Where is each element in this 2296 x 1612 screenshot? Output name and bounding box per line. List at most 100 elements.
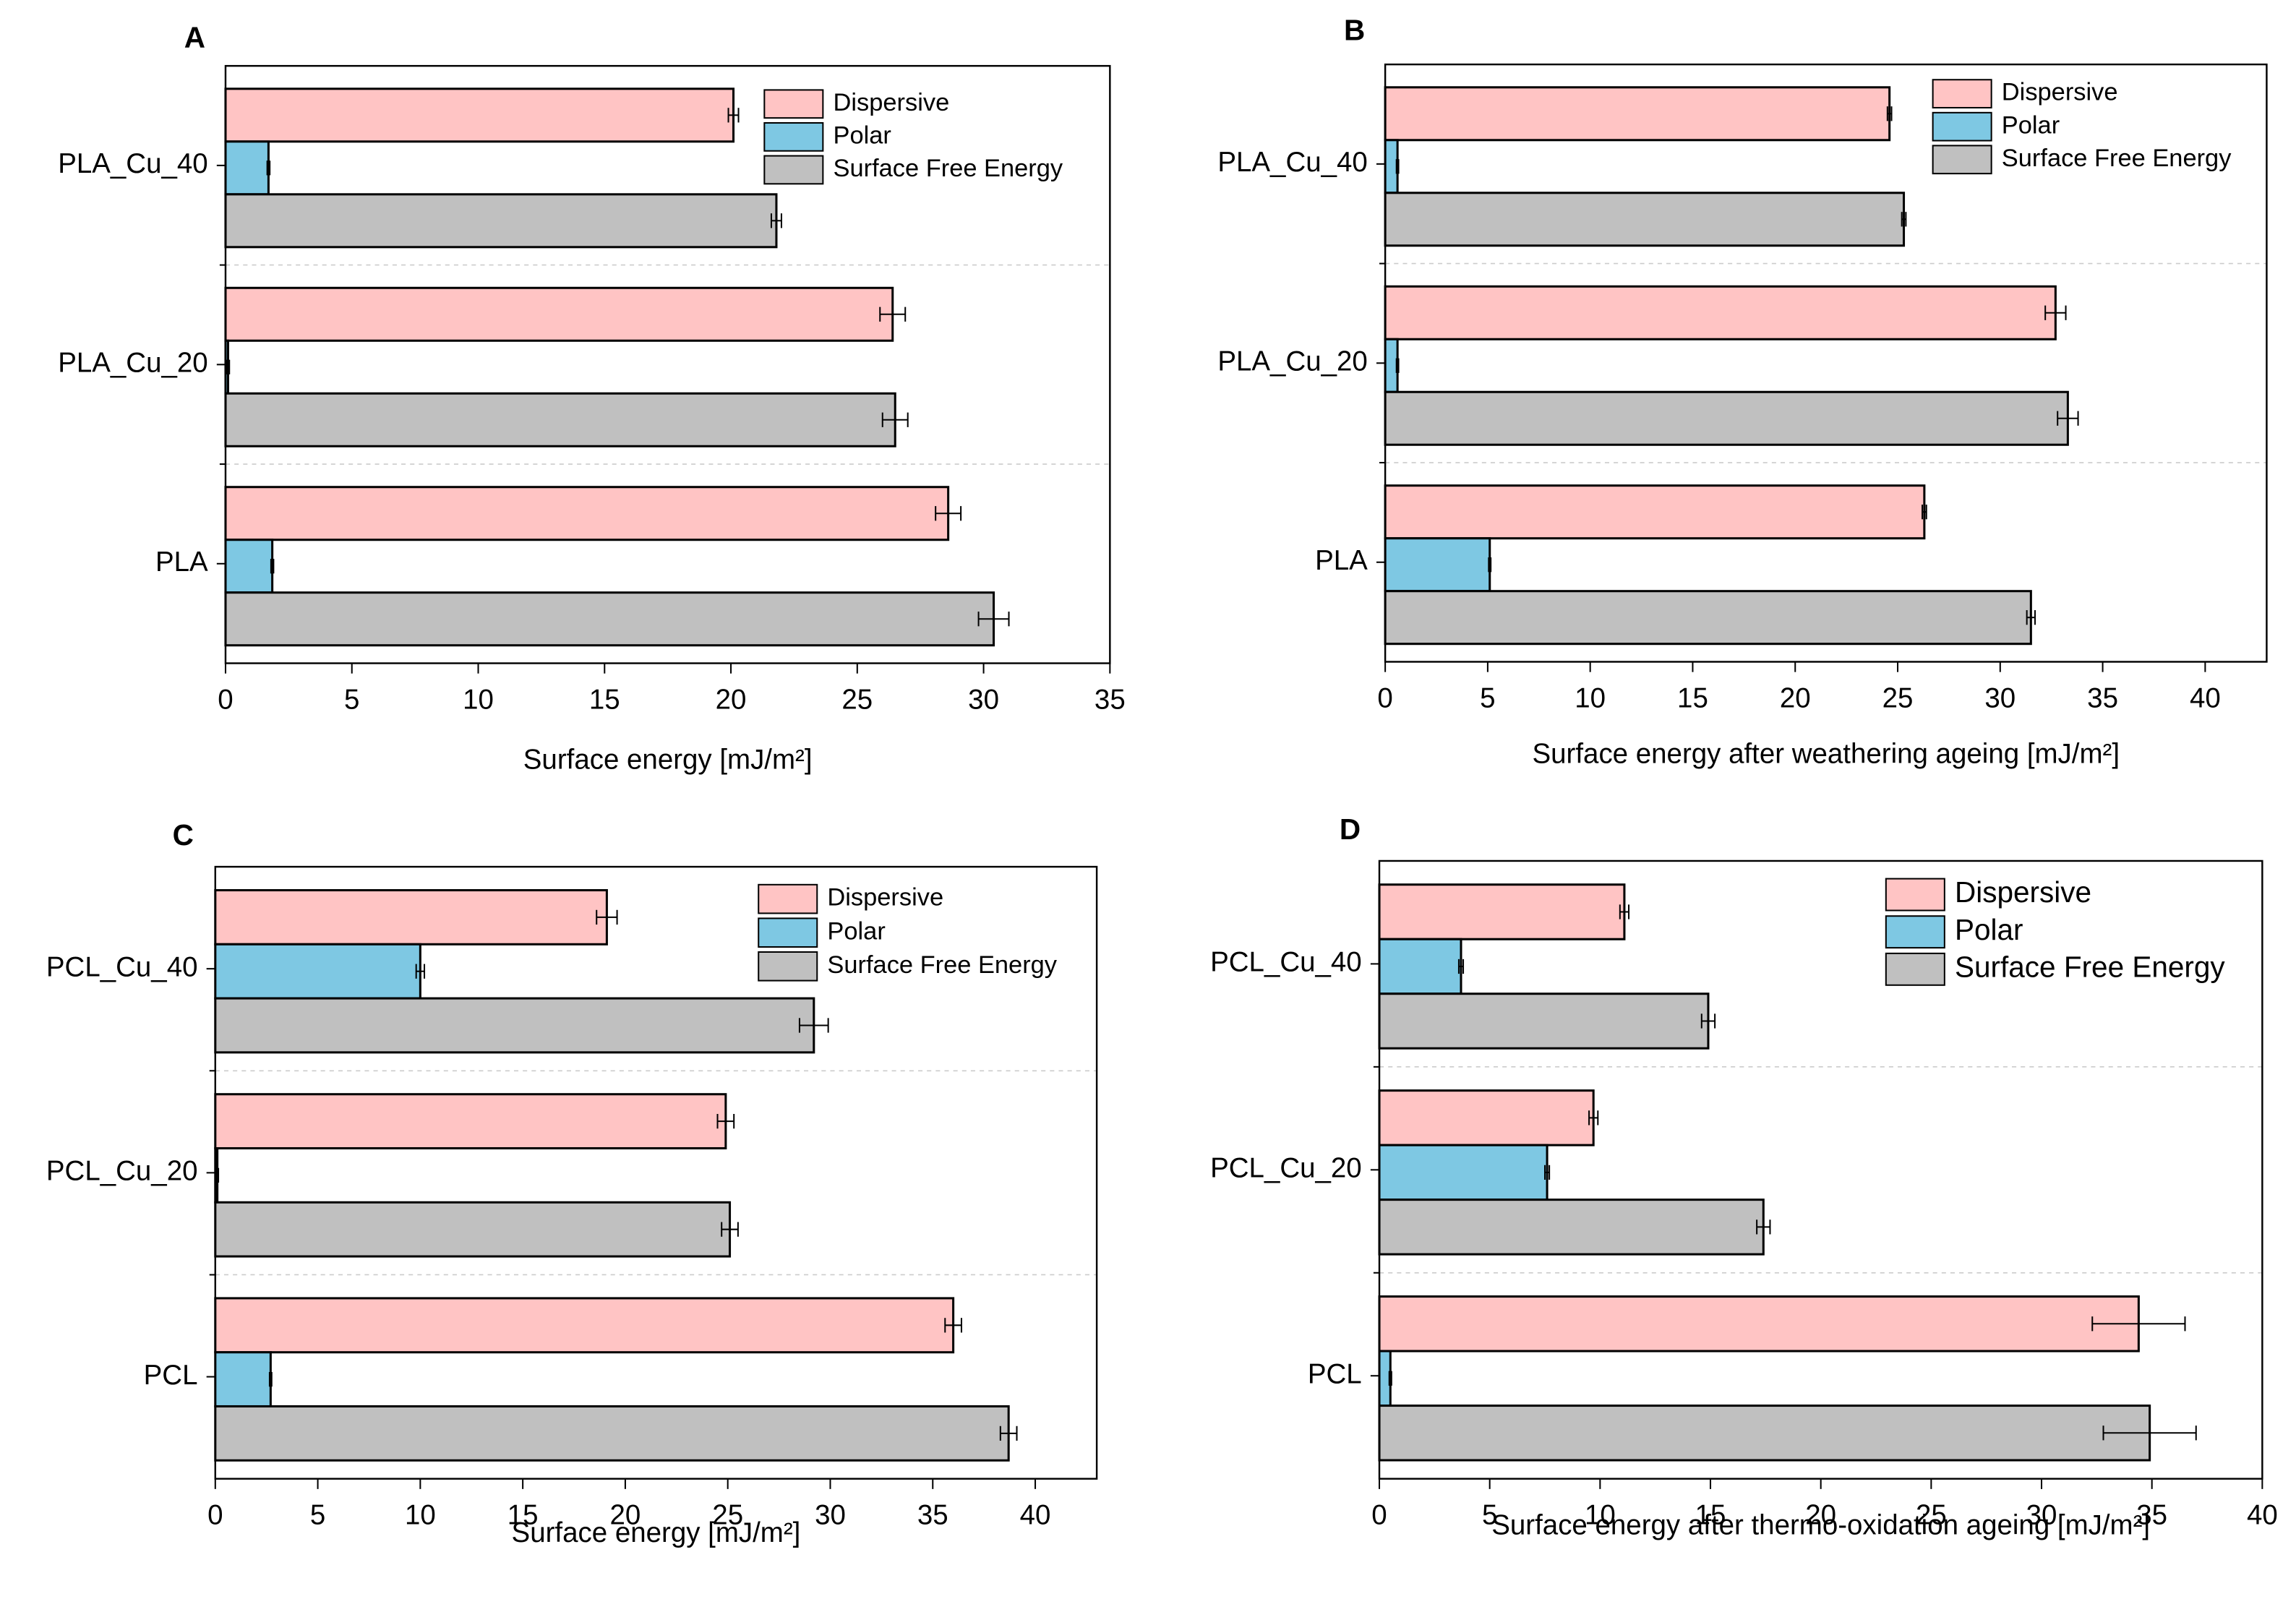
error-bar <box>2026 610 2036 625</box>
y-tick-label: PCL_Cu_40 <box>1210 947 1362 978</box>
error-bar <box>268 1371 273 1387</box>
panel-label: D <box>1340 813 1361 846</box>
legend-label: Polar <box>2002 111 2060 139</box>
y-tick-label: PLA <box>155 546 208 578</box>
legend-swatch <box>758 917 818 948</box>
x-axis-label: Surface energy [mJ/m²] <box>512 1517 801 1548</box>
legend-label: Dispersive <box>827 884 943 912</box>
bar <box>214 888 608 946</box>
bar <box>1378 1295 2140 1352</box>
x-tick-label: 25 <box>841 684 873 715</box>
bar <box>214 997 815 1054</box>
legend-swatch <box>1885 878 1945 912</box>
error-bar <box>2091 1316 2186 1332</box>
error-bar <box>770 213 782 228</box>
error-bar <box>2102 1425 2197 1441</box>
error-bar <box>881 412 909 427</box>
x-tick-label: 30 <box>815 1500 846 1531</box>
bar <box>1384 484 1926 540</box>
y-tick-label: PCL_Cu_20 <box>1210 1152 1362 1183</box>
error-bar <box>944 1318 962 1333</box>
y-tick-label: PCL_Cu_40 <box>46 951 198 982</box>
error-bar <box>1388 1371 1392 1386</box>
bar <box>1378 938 1462 995</box>
y-tick-label: PLA_Cu_40 <box>58 148 207 179</box>
bar <box>1378 1144 1548 1201</box>
legend-label: Dispersive <box>834 89 950 116</box>
bar <box>214 1297 955 1354</box>
panel-label: C <box>173 818 194 852</box>
error-bar <box>1395 159 1400 174</box>
legend-swatch <box>1932 111 1992 142</box>
legend-label: Surface Free Energy <box>834 155 1063 182</box>
bar <box>1378 1089 1595 1146</box>
plot-frame <box>224 64 1111 664</box>
error-bar <box>2057 411 2079 426</box>
error-bar <box>266 160 271 176</box>
x-tick-label: 15 <box>589 684 620 715</box>
bar <box>214 1093 727 1150</box>
panel-label: A <box>184 20 205 53</box>
x-tick-label: 0 <box>207 1500 223 1531</box>
x-tick-label: 5 <box>1480 682 1495 713</box>
x-tick-label: 5 <box>344 684 359 715</box>
x-tick-label: 20 <box>1805 1500 1836 1531</box>
error-bar <box>2044 305 2067 320</box>
x-tick-label: 15 <box>507 1500 539 1531</box>
error-bar <box>1588 1110 1599 1126</box>
bar <box>1384 537 1491 593</box>
y-tick-label: PLA_Cu_20 <box>1217 346 1367 377</box>
x-tick-label: 20 <box>1780 682 1811 713</box>
bar <box>1384 285 2057 340</box>
error-bar <box>1544 1165 1551 1180</box>
plot-frame <box>214 865 1098 1480</box>
error-bar <box>415 964 426 979</box>
x-axis-label: Surface energy after thermo-oxidation ag… <box>1491 1510 2150 1541</box>
error-bar <box>977 612 1010 627</box>
bar <box>224 539 274 594</box>
x-tick-label: 15 <box>1695 1500 1726 1531</box>
y-tick-label: PLA_Cu_20 <box>58 348 207 379</box>
legend-label: Surface Free Energy <box>1955 951 2225 984</box>
x-tick-label: 5 <box>1482 1500 1497 1531</box>
y-tick-label: PCL <box>144 1360 198 1391</box>
legend-swatch <box>763 155 824 185</box>
bar <box>224 193 778 249</box>
x-tick-label: 10 <box>1575 682 1606 713</box>
legend-label: Polar <box>834 121 891 149</box>
bar <box>1384 390 2069 446</box>
error-bar <box>226 359 231 374</box>
x-tick-label: 0 <box>1377 682 1392 713</box>
x-tick-label: 35 <box>917 1500 948 1531</box>
bar <box>224 486 950 541</box>
legend-label: Polar <box>1955 913 2023 946</box>
x-tick-label: 35 <box>2087 682 2118 713</box>
error-bar <box>1488 557 1492 573</box>
legend-swatch <box>1932 79 1992 109</box>
x-axis-label: Surface energy after weathering ageing [… <box>1533 738 2120 769</box>
plot-frame <box>1384 63 2268 663</box>
error-bar <box>215 1167 220 1183</box>
bar <box>1384 86 1891 142</box>
bar <box>224 87 735 143</box>
x-tick-label: 30 <box>968 684 999 715</box>
x-tick-label: 20 <box>716 684 747 715</box>
error-bar <box>798 1018 829 1033</box>
bar <box>1384 338 1399 393</box>
y-tick-label: PLA <box>1315 545 1368 576</box>
legend-swatch <box>763 89 824 119</box>
error-bar <box>935 506 962 521</box>
x-tick-label: 20 <box>610 1500 641 1531</box>
bar <box>1378 1405 2151 1462</box>
error-bar <box>1700 1013 1716 1029</box>
x-tick-label: 30 <box>2026 1500 2057 1531</box>
x-tick-label: 25 <box>1916 1500 1947 1531</box>
bar <box>214 1405 1010 1462</box>
bar <box>1378 993 1710 1050</box>
x-tick-label: 35 <box>1095 684 1126 715</box>
legend-label: Polar <box>827 917 885 945</box>
x-tick-label: 5 <box>310 1500 325 1531</box>
error-bar <box>1756 1219 1771 1235</box>
